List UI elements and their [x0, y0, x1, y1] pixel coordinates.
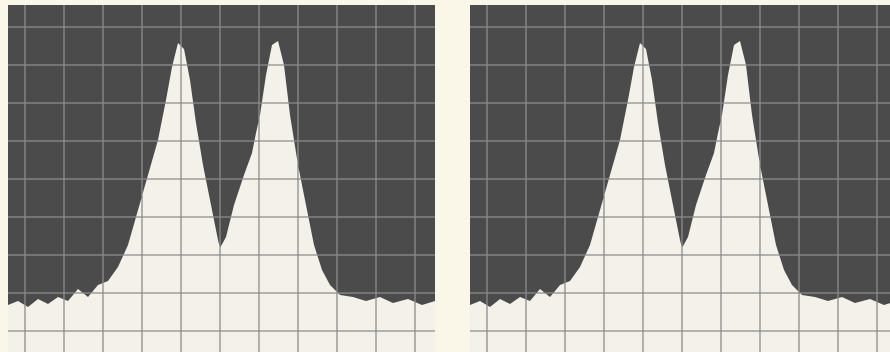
left-spectrum-screen — [8, 5, 435, 352]
right-spectrum-screen — [470, 5, 890, 352]
page — [0, 0, 890, 352]
